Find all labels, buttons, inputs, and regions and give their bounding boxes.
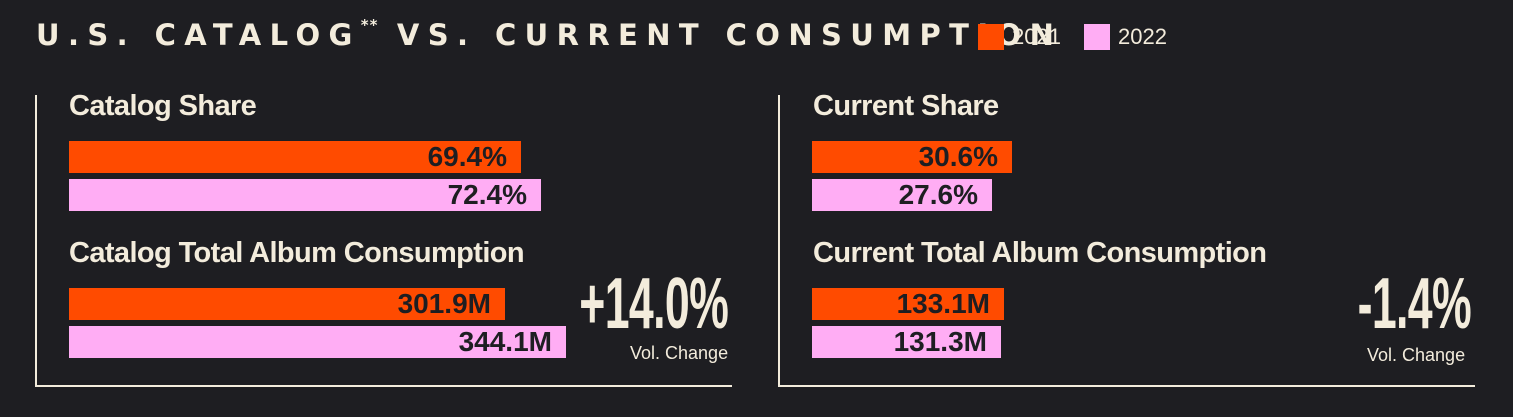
current-vol-change-value: -1.4% — [1357, 264, 1471, 344]
catalog-consumption-bar-2021: 301.9M — [69, 288, 505, 320]
title-main: U.S. CATALOG — [36, 18, 361, 52]
catalog-consumption-label-2021: 301.9M — [397, 288, 491, 319]
catalog-share-label-2021: 69.4% — [427, 141, 507, 172]
current-share-title: Current Share — [813, 90, 999, 122]
catalog-vol-change-value: +14.0% — [579, 264, 729, 344]
catalog-vol-change-label: Vol. Change — [630, 343, 729, 363]
legend-swatch-2022 — [1084, 24, 1110, 50]
current-consumption-bar-2022: 131.3M — [812, 326, 1001, 358]
title-footnote-marker: ** — [360, 16, 379, 34]
current-share-bar-2021: 30.6% — [812, 141, 1012, 173]
current-consumption-label-2022: 131.3M — [893, 326, 987, 357]
current-share-bar-2022: 27.6% — [812, 179, 992, 211]
legend-label-2021: 2021 — [1012, 24, 1061, 49]
legend-item-2022: 2022 — [1084, 24, 1167, 50]
legend-item-2021: 2021 — [978, 24, 1061, 50]
catalog-consumption-bar-2022: 344.1M — [69, 326, 566, 358]
current-consumption-bar-2021: 133.1M — [812, 288, 1004, 320]
current-consumption-label-2021: 133.1M — [896, 288, 990, 319]
title-rest: VS. CURRENT CONSUMPTION — [378, 18, 1063, 52]
chart-title: U.S. CATALOG** VS. CURRENT CONSUMPTION — [36, 16, 1063, 52]
legend-swatch-2021 — [978, 24, 1004, 50]
catalog-share-label-2022: 72.4% — [447, 179, 527, 210]
catalog-share-title: Catalog Share — [69, 90, 257, 122]
current-share-label-2021: 30.6% — [918, 141, 998, 172]
current-panel — [778, 95, 1475, 387]
catalog-share-bar-2022: 72.4% — [69, 179, 541, 211]
current-share-label-2022: 27.6% — [898, 179, 978, 210]
catalog-share-bar-2021: 69.4% — [69, 141, 521, 173]
catalog-consumption-label-2022: 344.1M — [458, 326, 552, 357]
current-consumption-title: Current Total Album Consumption — [813, 237, 1267, 269]
catalog-consumption-title: Catalog Total Album Consumption — [69, 237, 525, 269]
catalog-panel — [35, 95, 732, 387]
legend-label-2022: 2022 — [1118, 24, 1167, 49]
current-vol-change-label: Vol. Change — [1367, 345, 1466, 365]
